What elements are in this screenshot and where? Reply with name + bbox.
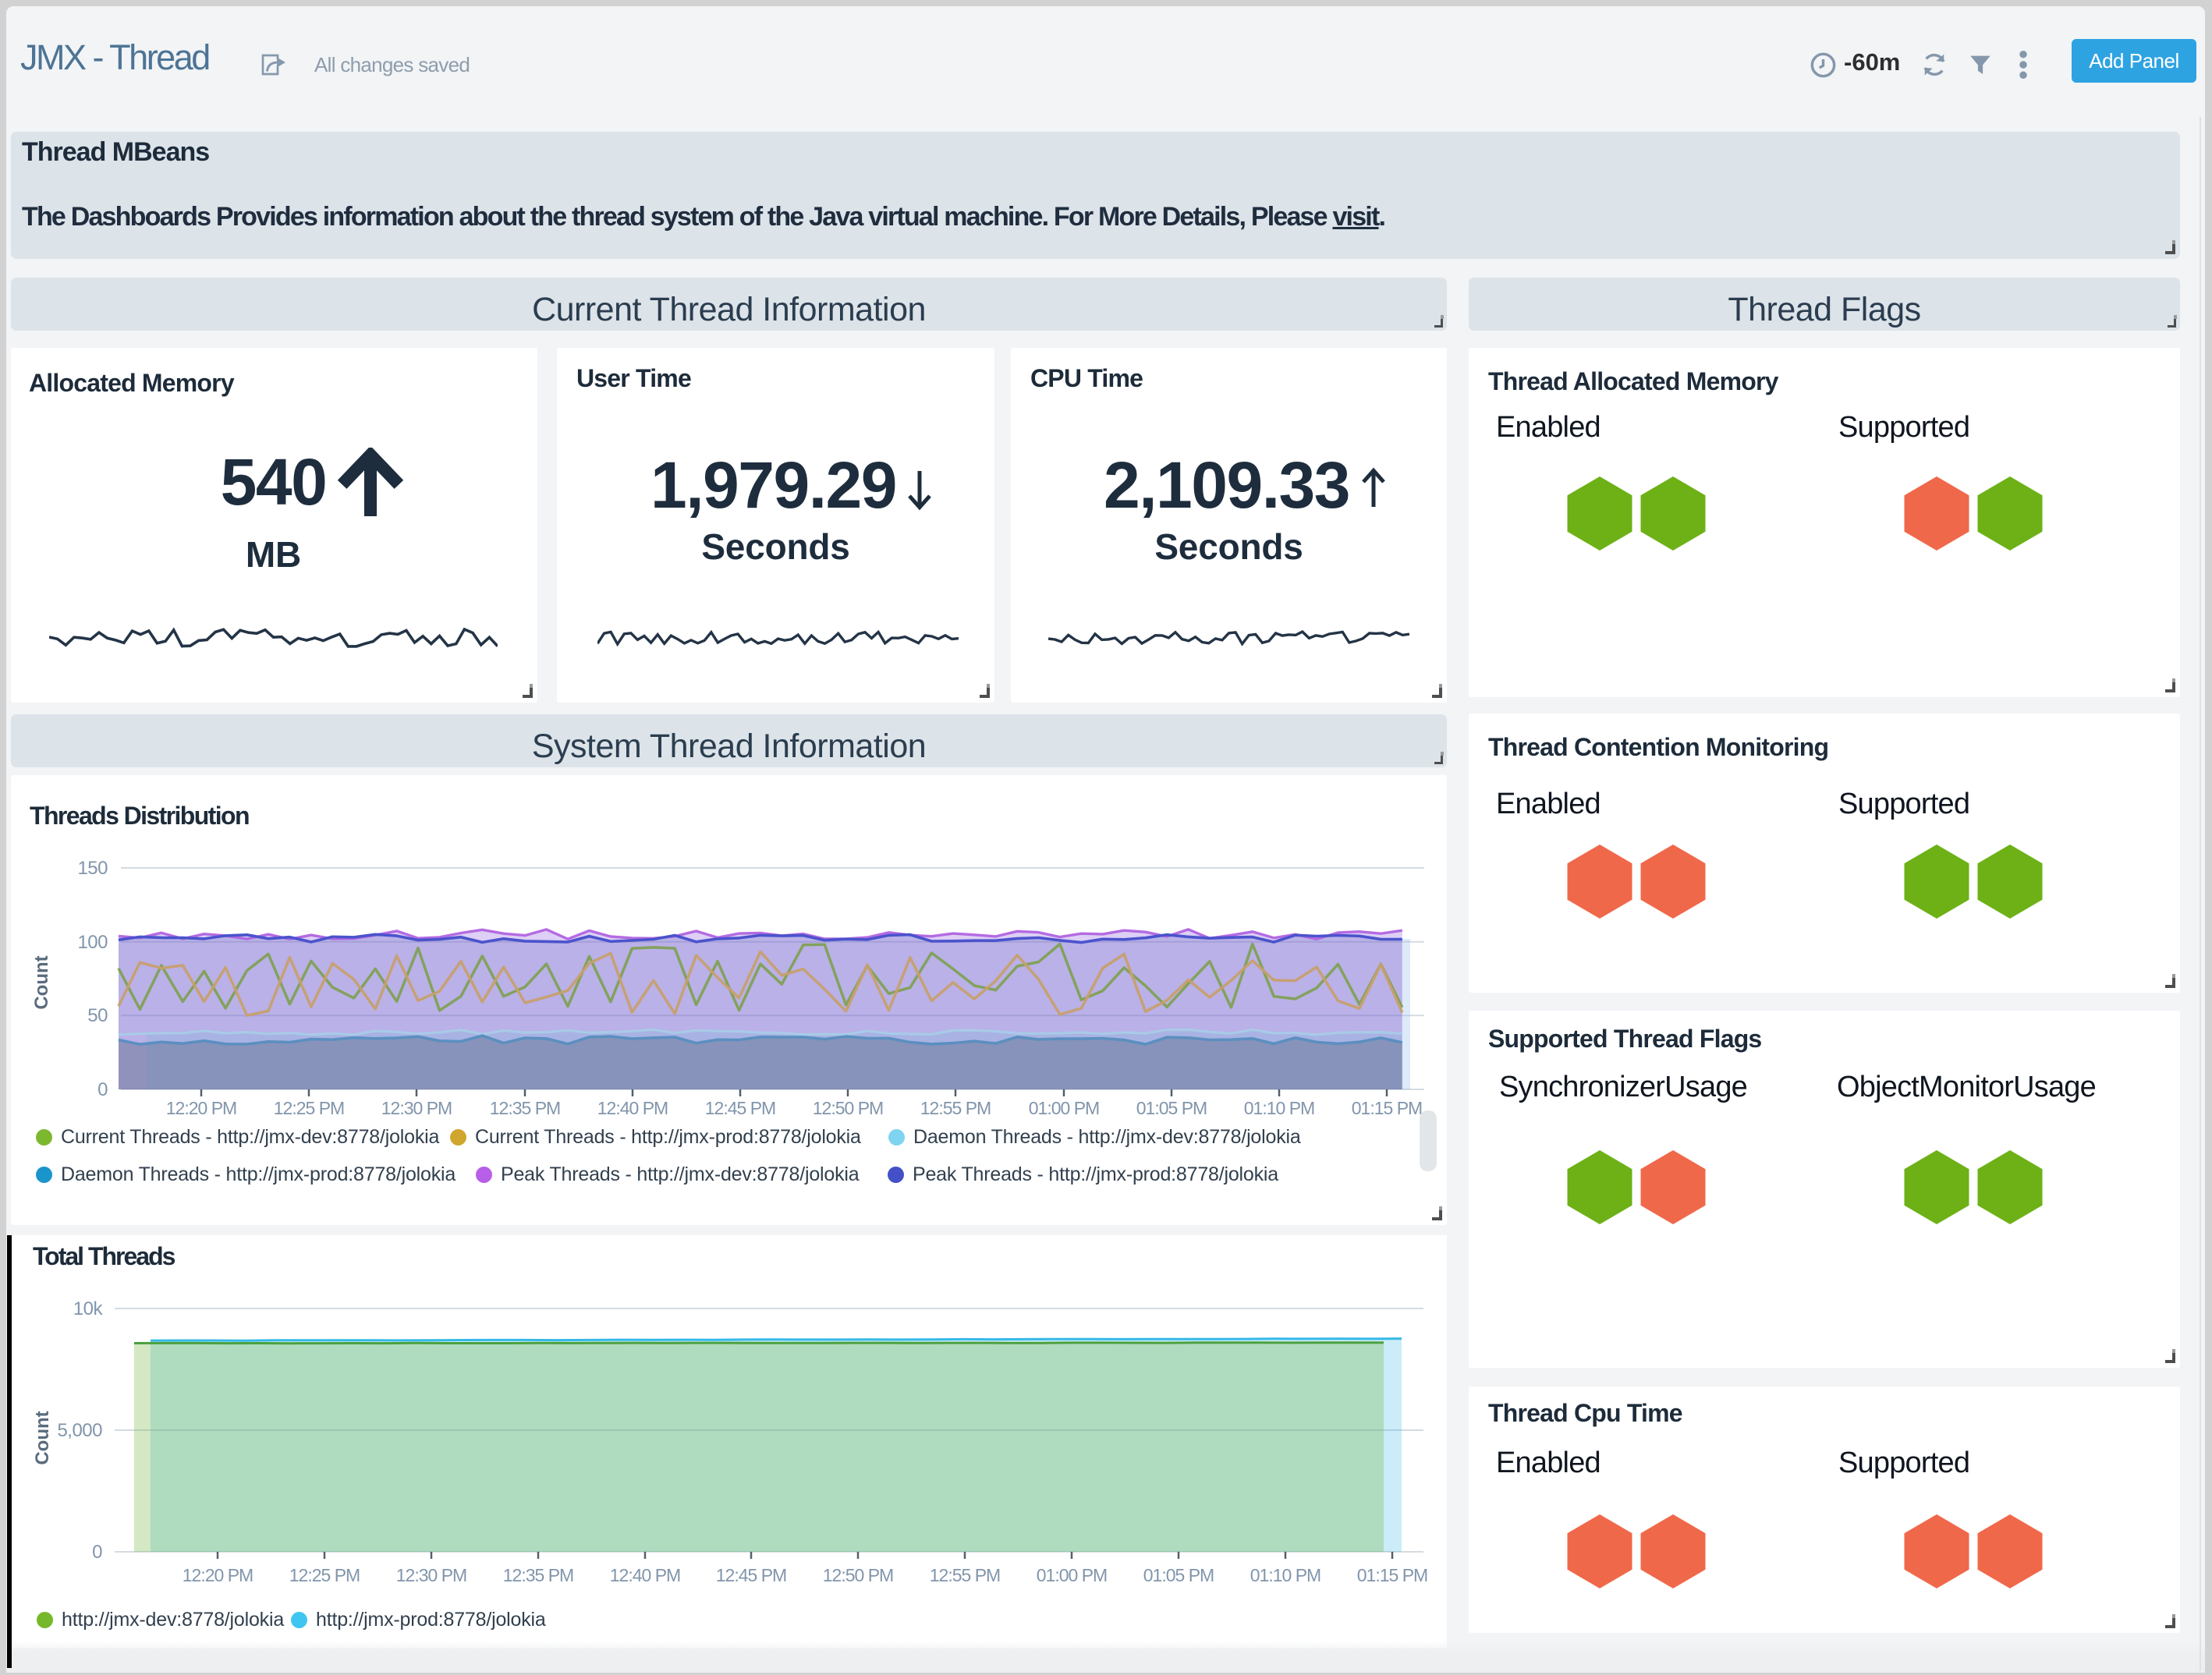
svg-text:01:05 PM: 01:05 PM (1136, 1098, 1207, 1118)
svg-text:12:35 PM: 12:35 PM (503, 1565, 573, 1585)
svg-text:12:30 PM: 12:30 PM (381, 1098, 452, 1118)
svg-text:01:10 PM: 01:10 PM (1244, 1098, 1314, 1118)
svg-text:0: 0 (92, 1542, 102, 1563)
svg-text:01:15 PM: 01:15 PM (1352, 1098, 1422, 1118)
svg-text:50: 50 (87, 1005, 108, 1026)
svg-text:12:35 PM: 12:35 PM (490, 1098, 560, 1118)
svg-text:0: 0 (97, 1079, 108, 1100)
svg-text:12:40 PM: 12:40 PM (597, 1098, 668, 1118)
svg-text:12:25 PM: 12:25 PM (274, 1098, 344, 1118)
svg-text:10k: 10k (73, 1298, 104, 1319)
svg-text:12:50 PM: 12:50 PM (823, 1565, 893, 1585)
svg-text:12:40 PM: 12:40 PM (610, 1565, 680, 1585)
svg-text:12:45 PM: 12:45 PM (716, 1565, 786, 1585)
svg-text:01:15 PM: 01:15 PM (1357, 1565, 1427, 1585)
svg-text:5,000: 5,000 (57, 1420, 102, 1441)
svg-text:12:50 PM: 12:50 PM (813, 1098, 883, 1118)
svg-text:12:55 PM: 12:55 PM (920, 1098, 991, 1118)
svg-text:Count: Count (31, 955, 52, 1009)
svg-text:12:20 PM: 12:20 PM (166, 1098, 236, 1118)
svg-text:12:55 PM: 12:55 PM (930, 1565, 1000, 1585)
svg-text:12:25 PM: 12:25 PM (289, 1565, 360, 1585)
svg-text:01:00 PM: 01:00 PM (1029, 1098, 1099, 1118)
svg-text:01:00 PM: 01:00 PM (1037, 1565, 1107, 1585)
svg-text:12:45 PM: 12:45 PM (705, 1098, 775, 1118)
svg-text:100: 100 (77, 932, 108, 953)
svg-text:01:05 PM: 01:05 PM (1143, 1565, 1214, 1585)
svg-text:Count: Count (32, 1411, 53, 1464)
svg-text:12:20 PM: 12:20 PM (183, 1565, 253, 1585)
svg-text:150: 150 (77, 858, 108, 879)
svg-text:12:30 PM: 12:30 PM (396, 1565, 466, 1585)
svg-text:01:10 PM: 01:10 PM (1250, 1565, 1320, 1585)
